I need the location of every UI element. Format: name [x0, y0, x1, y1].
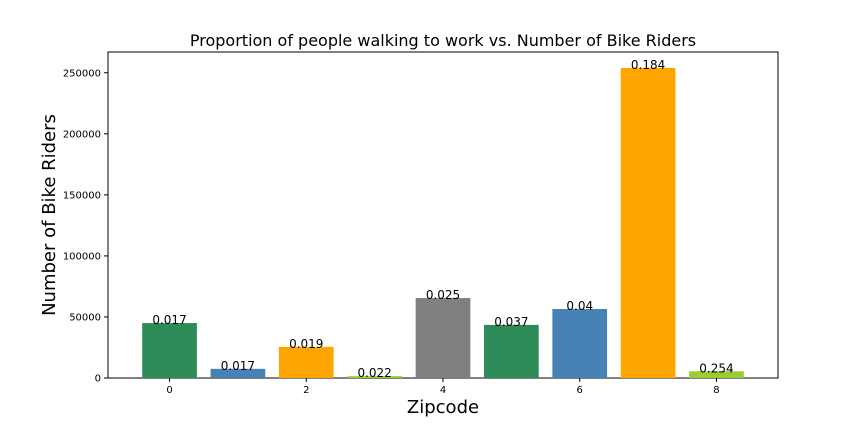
x-axis-label: Zipcode: [407, 397, 479, 418]
y-axis-ticks: 0 50000 100000 150000 200000 250000: [63, 68, 108, 385]
bar-label-3: 0.022: [357, 366, 391, 380]
x-axis-ticks: 0 2 4 6 8: [166, 378, 720, 396]
chart-title: Proportion of people walking to work vs.…: [190, 31, 696, 50]
bar-label-6: 0.04: [566, 299, 593, 313]
bar-labels-group: 0.017 0.017 0.019 0.022 0.025 0.037 0.04 0.184 0…: [152, 58, 733, 380]
bar-label-4: 0.025: [426, 288, 460, 302]
bar-8: [689, 371, 744, 378]
bar-7: [620, 67, 676, 379]
x-tick-label-6: 6: [577, 385, 583, 396]
bar-label-7: 0.184: [631, 58, 665, 72]
y-tick-label-100000: 100000: [63, 251, 101, 262]
y-tick-label-200000: 200000: [63, 129, 101, 140]
bar-5: [484, 324, 539, 378]
y-tick-label-250000: 250000: [63, 68, 101, 79]
y-axis-label: Number of Bike Riders: [39, 114, 60, 316]
bar-label-5: 0.037: [494, 315, 528, 329]
x-tick-label-4: 4: [440, 385, 446, 396]
x-tick-label-0: 0: [166, 385, 172, 396]
bar-1: [210, 368, 266, 378]
bar-label-0: 0.017: [152, 313, 186, 327]
bar-3: [347, 376, 402, 378]
bar-label-8: 0.254: [699, 361, 733, 375]
bar-4: [415, 298, 471, 378]
y-tick-label-50000: 50000: [69, 312, 101, 323]
bar-label-1: 0.017: [221, 359, 255, 373]
bar-6: [552, 309, 608, 378]
bar-0: [142, 323, 197, 378]
bars-group: [142, 67, 744, 379]
y-tick-label-0: 0: [95, 374, 101, 385]
bar-label-2: 0.019: [289, 337, 323, 351]
x-tick-label-8: 8: [713, 385, 719, 396]
x-tick-label-2: 2: [303, 385, 309, 396]
y-tick-label-150000: 150000: [63, 190, 101, 201]
bar-2: [278, 346, 334, 378]
